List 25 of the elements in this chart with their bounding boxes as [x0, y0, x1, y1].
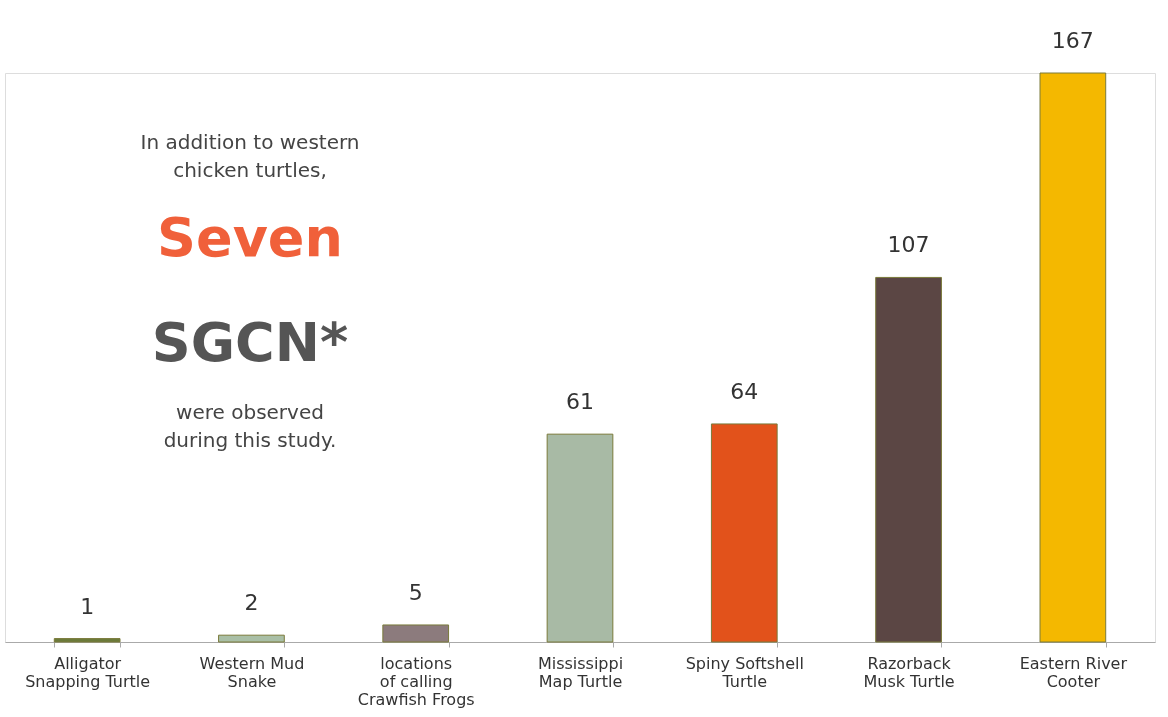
bar	[218, 634, 285, 643]
bar	[382, 624, 450, 643]
annotation: Seven	[157, 206, 343, 269]
bar	[875, 276, 942, 643]
x-tick-label: locations of calling Crawfish Frogs	[357, 653, 475, 709]
bar	[53, 638, 121, 643]
bar	[1039, 72, 1107, 643]
x-tick-label: Spiny Softshell Turtle	[685, 653, 804, 691]
data-label: 5	[408, 579, 423, 605]
data-label: 64	[730, 378, 759, 404]
data-label: 1	[80, 593, 95, 619]
annotation: In addition to western chicken turtles,	[140, 130, 360, 182]
x-tick-label: Razorback Musk Turtle	[863, 653, 955, 691]
x-tick-label: Mississippi Map Turtle	[537, 653, 624, 691]
x-tick-label: Eastern River Cooter	[1019, 653, 1128, 691]
annotation: SGCN*	[151, 311, 349, 374]
data-label: 61	[566, 389, 594, 415]
x-tick-label: Alligator Snapping Turtle	[25, 653, 151, 691]
data-label: 167	[1051, 28, 1094, 53]
x-tick-label: Western Mud Snake	[199, 653, 305, 691]
data-label: 2	[244, 590, 259, 616]
annotation: were observed during this study.	[163, 400, 337, 452]
bar	[710, 423, 778, 643]
bar	[546, 433, 614, 643]
data-label: 107	[887, 232, 930, 258]
